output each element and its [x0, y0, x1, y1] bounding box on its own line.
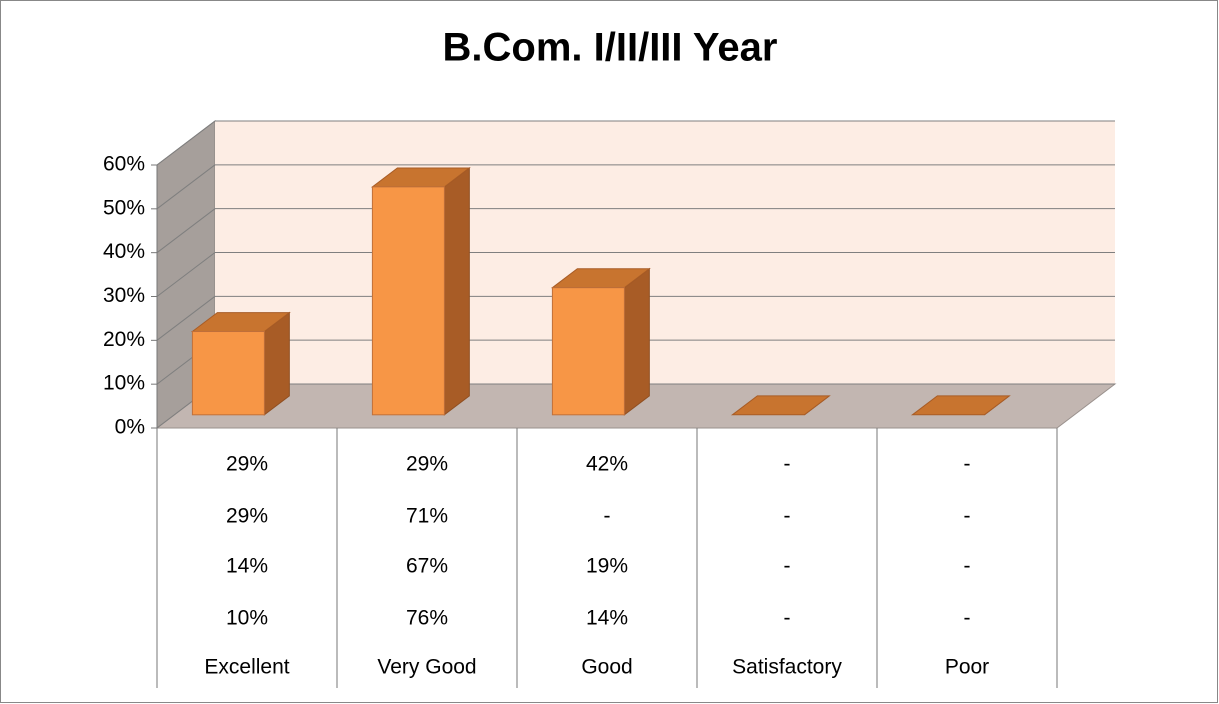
table-cell: 29%	[226, 453, 268, 476]
bar	[551, 287, 625, 416]
grid-line	[156, 252, 216, 297]
grid-line	[156, 295, 216, 341]
table-cell: -	[784, 505, 791, 528]
bar-side	[443, 166, 470, 416]
table-cell: 71%	[406, 505, 448, 528]
y-tick-label: 10%	[103, 372, 145, 395]
y-tick-label: 60%	[103, 153, 145, 176]
x-tick-label: Poor	[945, 656, 989, 679]
table-cell: -	[784, 453, 791, 476]
table-cell: -	[964, 555, 971, 578]
table-cell: -	[604, 505, 611, 528]
table-cell: 42%	[586, 453, 628, 476]
y-tick-label: 40%	[103, 240, 145, 263]
y-tick-label: 30%	[103, 284, 145, 307]
table-cell: -	[964, 505, 971, 528]
table-cell: 76%	[406, 607, 448, 630]
table-cell: -	[964, 453, 971, 476]
grid-line	[156, 208, 216, 254]
bar-top	[730, 395, 831, 416]
table-cell: 29%	[226, 505, 268, 528]
table-cell: 10%	[226, 607, 268, 630]
x-tick-label: Excellent	[204, 656, 289, 679]
y-tick-label: 20%	[103, 328, 145, 351]
x-tick-label: Good	[581, 656, 632, 679]
y-tick-label: 0%	[115, 416, 145, 439]
table-cell: -	[964, 607, 971, 630]
x-tick-label: Very Good	[377, 656, 476, 679]
table-cell: 67%	[406, 555, 448, 578]
bar	[191, 331, 265, 416]
grid-line	[156, 164, 216, 210]
table-cell: -	[784, 607, 791, 630]
table-cell: -	[784, 555, 791, 578]
y-tick-label: 50%	[103, 196, 145, 219]
grid-line	[156, 120, 216, 166]
chart-title: B.Com. I/II/III Year	[443, 26, 778, 70]
table-cell: 19%	[586, 555, 628, 578]
x-tick-label: Satisfactory	[732, 656, 842, 679]
bar	[371, 186, 445, 416]
table-cell: 14%	[586, 607, 628, 630]
bar-side	[623, 267, 650, 416]
table-cell: 14%	[226, 555, 268, 578]
bar-top	[910, 395, 1011, 416]
table-cell: 29%	[406, 453, 448, 476]
